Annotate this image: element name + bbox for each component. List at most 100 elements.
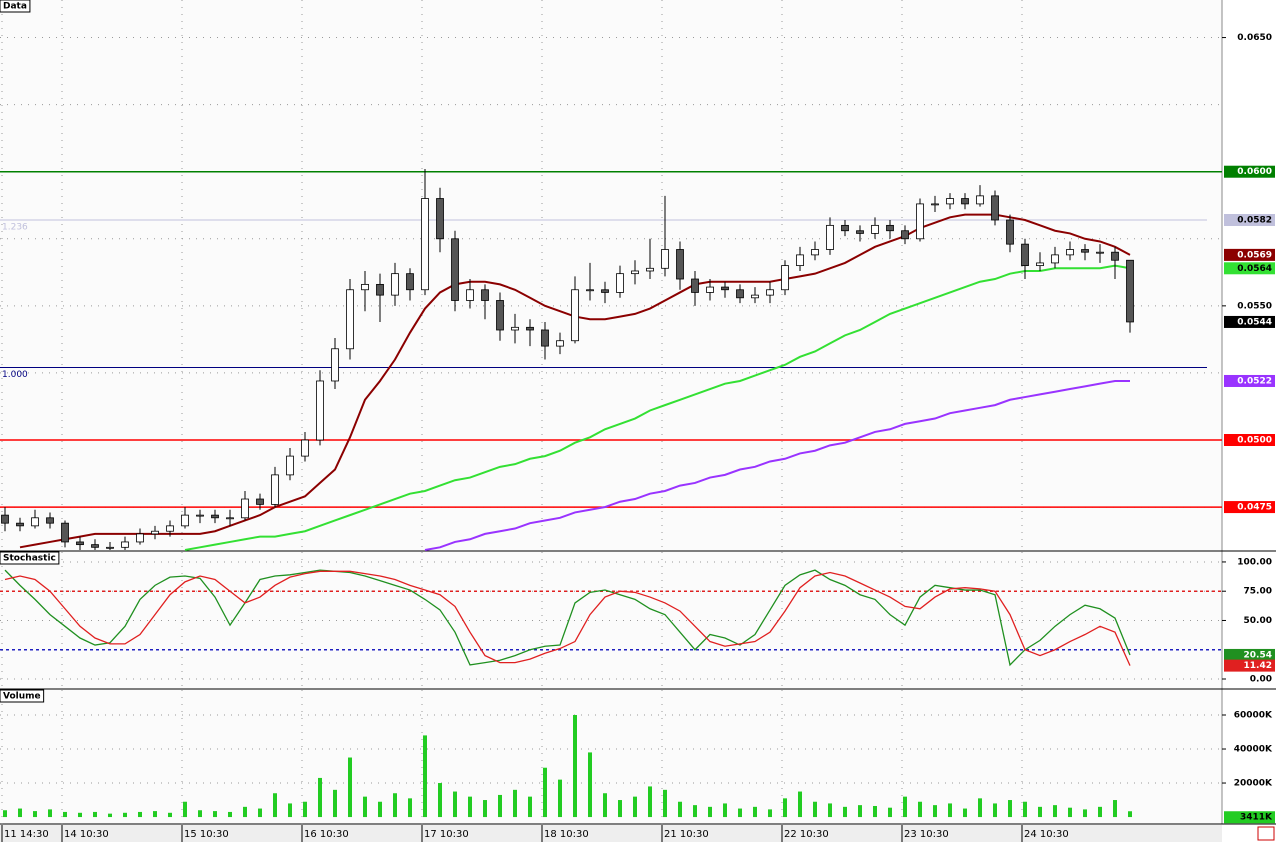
x-tick-label: 15 10:30 <box>184 829 229 840</box>
candle-body <box>856 230 864 234</box>
candle-body <box>226 517 234 520</box>
volume-bar <box>888 807 892 818</box>
volume-bar <box>933 805 937 818</box>
volume-bar <box>438 783 442 818</box>
candle-body <box>961 198 969 205</box>
volume-bar <box>123 812 127 818</box>
candle-body <box>31 517 39 527</box>
volume-bar <box>198 810 202 818</box>
line <box>424 379 1130 551</box>
volume-bar <box>558 779 562 818</box>
y-tick-label: 50.00 <box>1244 616 1272 626</box>
candle-body <box>331 348 339 382</box>
volume-bar <box>753 806 757 818</box>
candle-body <box>991 195 999 221</box>
x-tick-label: 11 14:30 <box>4 829 49 840</box>
candle-body <box>196 514 204 517</box>
volume-bar <box>663 789 667 818</box>
candle-body <box>451 238 459 301</box>
price-label: 0.0600 <box>1237 167 1272 177</box>
volume-bar <box>1023 801 1027 818</box>
volume-bar <box>918 801 922 818</box>
volume-bar <box>138 811 142 818</box>
volume-bar <box>618 800 622 818</box>
candle-body <box>496 300 504 331</box>
volume-bar <box>393 793 397 818</box>
candle-body <box>871 224 879 234</box>
candle-body <box>901 230 909 240</box>
volume-bar <box>228 811 232 818</box>
volume-bar <box>318 777 322 818</box>
candle-body <box>256 498 264 505</box>
candle-body <box>646 267 654 272</box>
volume-bar <box>978 798 982 818</box>
candle-body <box>736 289 744 299</box>
y-tick-label: 40000K <box>1234 745 1273 755</box>
volume-bar <box>798 791 802 818</box>
price-label: 0.0564 <box>1237 264 1272 274</box>
candle-body <box>751 294 759 299</box>
volume-bar <box>453 791 457 818</box>
candle-body <box>841 224 849 232</box>
candle-body <box>61 522 69 543</box>
volume-bar <box>363 796 367 818</box>
x-tick-label: 14 10:30 <box>64 829 109 840</box>
time-axis <box>0 825 1222 842</box>
y-tick-label: 60000K <box>1234 711 1273 721</box>
price-label-box <box>1224 315 1275 328</box>
candle-body <box>121 541 129 548</box>
candle-body <box>916 203 924 240</box>
volume-bar <box>573 715 577 818</box>
x-tick-label: 22 10:30 <box>784 829 829 840</box>
candle-body <box>166 525 174 532</box>
volume-bar <box>873 805 877 818</box>
candle-body <box>76 541 84 546</box>
panel-title-box <box>0 689 45 703</box>
candle-body <box>676 249 684 280</box>
candle-body <box>46 517 54 524</box>
x-tick-label: 18 10:30 <box>544 829 589 840</box>
candle-body <box>481 289 489 301</box>
volume-bar <box>303 801 307 818</box>
candle-body <box>721 286 729 291</box>
x-tick-label: 21 10:30 <box>664 829 709 840</box>
candle-body <box>406 273 414 291</box>
volume-bar <box>1128 811 1132 818</box>
volume-bar <box>1083 809 1087 818</box>
candle-body <box>91 544 99 548</box>
candle-body <box>136 533 144 543</box>
candle-body <box>511 326 519 331</box>
volume-bar <box>693 805 697 818</box>
price-label-box <box>1224 811 1275 824</box>
price-label-box <box>1224 262 1275 275</box>
price-label-box <box>1224 248 1275 261</box>
volume-bar <box>333 789 337 818</box>
price-label: 0.0522 <box>1237 376 1272 386</box>
stochastic-panel <box>0 552 1222 688</box>
candle-body <box>376 283 384 296</box>
candle-body <box>1081 249 1089 253</box>
candle-body <box>781 265 789 291</box>
price-label: 0.0475 <box>1237 503 1272 513</box>
candle-body <box>421 198 429 291</box>
candle-body <box>1021 243 1029 267</box>
y-tick-label: 100.00 <box>1237 557 1272 567</box>
candle-body <box>1096 251 1104 254</box>
candle-body <box>946 198 954 205</box>
candle-body <box>241 498 249 519</box>
volume-bar <box>723 803 727 818</box>
scroll-button[interactable] <box>1257 826 1275 841</box>
volume-bar <box>858 805 862 818</box>
candle-body <box>211 514 219 519</box>
volume-bar <box>348 757 352 818</box>
candle-body <box>1126 259 1134 323</box>
volume-bar <box>1098 806 1102 818</box>
candle-body <box>766 289 774 296</box>
panel-title: Data <box>3 2 27 12</box>
volume-bar <box>843 806 847 818</box>
volume-bar <box>708 806 712 818</box>
volume-bar <box>33 811 37 818</box>
panel-title-box <box>0 0 31 13</box>
price-label: 20.54 <box>1244 650 1272 660</box>
